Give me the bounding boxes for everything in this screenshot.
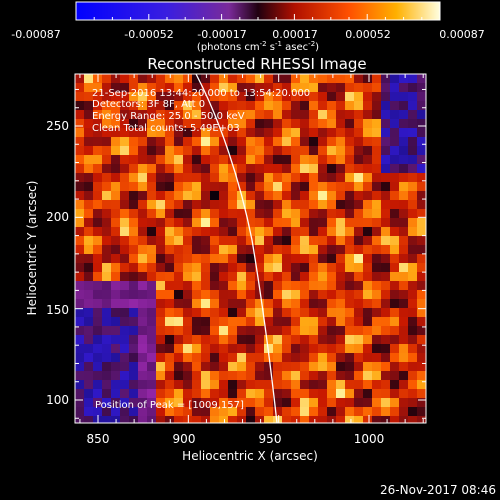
- peak-position: Position of Peak = [1009,157]: [95, 400, 244, 411]
- info-line-time: 21-Sep-2016 13:44:20.000 to 13:54:20.000: [92, 88, 310, 99]
- timestamp: 26-Nov-2017 08:46: [380, 483, 496, 497]
- colorbar-tick-label-3: 0.00017: [272, 28, 318, 41]
- colorbar-ticks: [75, 14, 441, 20]
- y-tick-label-200: 200: [46, 210, 69, 224]
- info-line-counts: Clean Total counts: 5.49E+03: [92, 123, 240, 134]
- colorbar: -0.00087 -0.00052 -0.00017 0.00017 0.000…: [11, 1, 485, 53]
- axis-ticks: [75, 74, 426, 423]
- solar-limb-line: [195, 74, 278, 423]
- plot-frame: [74, 73, 427, 424]
- x-tick-label-900: 900: [173, 432, 196, 446]
- y-axis-label: Heliocentric Y (arcsec): [25, 181, 39, 316]
- colorbar-tick-label-4: 0.00052: [345, 28, 391, 41]
- x-tick-label-950: 950: [259, 432, 282, 446]
- y-tick-label-250: 250: [46, 119, 69, 133]
- plot-title: Reconstructed RHESSI Image: [147, 55, 366, 73]
- colorbar-tick-label-5: 0.00087: [439, 28, 485, 41]
- info-annotation: 21-Sep-2016 13:44:20.000 to 13:54:20.000…: [92, 88, 310, 134]
- x-axis-label: Heliocentric X (arcsec): [182, 449, 318, 463]
- x-tick-label-850: 850: [87, 432, 110, 446]
- colorbar-units: (photons cm-2 s-1 asec-2): [197, 40, 319, 53]
- reconstructed-image: [75, 74, 426, 423]
- colorbar-tick-label-1: -0.00052: [124, 28, 173, 41]
- x-tick-label-1000: 1000: [354, 432, 385, 446]
- info-line-detectors: Detectors: 3F 8F, Att 0: [92, 99, 205, 110]
- info-line-energy: Energy Range: 25.0 - 50.0 keV: [92, 111, 245, 122]
- colorbar-tick-label-2: -0.00017: [197, 28, 246, 41]
- y-tick-label-100: 100: [46, 393, 69, 407]
- y-tick-label-150: 150: [46, 303, 69, 317]
- colorbar-tick-label-0: -0.00087: [11, 28, 60, 41]
